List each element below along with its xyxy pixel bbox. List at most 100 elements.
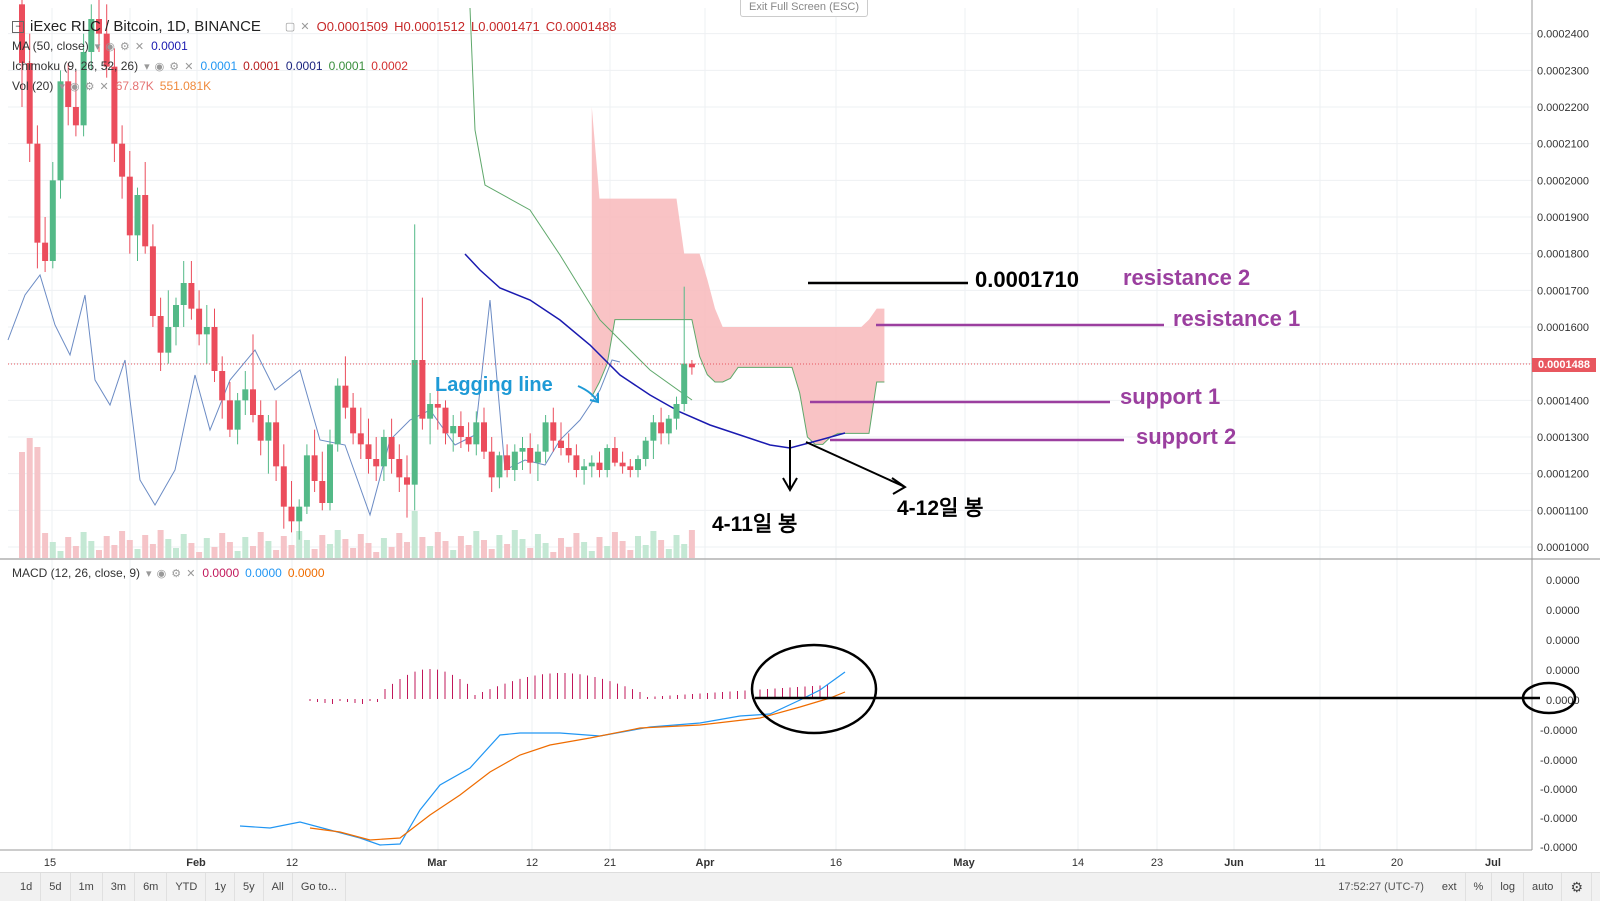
candle-body <box>149 246 156 316</box>
range-1y[interactable]: 1y <box>206 873 235 901</box>
macd-tick-label: -0.0000 <box>1540 842 1577 854</box>
macd-tick-label: 0.0000 <box>1546 575 1580 587</box>
macd-legend[interactable]: MACD (12, 26, close, 9) ▾ ◉ ⚙ ✕ 0.0000 0… <box>12 566 325 580</box>
vol-value-2: 551.081K <box>159 79 212 93</box>
range-1m[interactable]: 1m <box>71 873 103 901</box>
candle-body <box>296 506 303 522</box>
volume-bar <box>450 550 457 558</box>
volume-bar <box>65 537 72 558</box>
candle-body <box>650 422 657 441</box>
ma-legend[interactable]: MA (50, close) ▾ ◉ ⚙ ✕ 0.0001 <box>12 39 188 53</box>
time-tick-label: Jul <box>1485 857 1501 869</box>
clock: 17:52:27 (UTC-7) <box>1338 881 1424 893</box>
support2-annotation: support 2 <box>1136 424 1237 449</box>
macd-controls-icon[interactable]: ▾ ◉ ⚙ ✕ <box>146 567 197 580</box>
candle-body <box>473 422 480 445</box>
range-ytd[interactable]: YTD <box>167 873 207 901</box>
volume-bar <box>619 541 626 558</box>
candle-body <box>573 455 580 470</box>
range-6m[interactable]: 6m <box>135 873 168 901</box>
volume-bar <box>157 530 164 558</box>
candle-body <box>688 363 695 368</box>
candle-body <box>42 242 49 261</box>
volume-bar <box>250 546 256 558</box>
candle-body <box>588 462 595 467</box>
exit-fullscreen-button[interactable]: Exit Full Screen (ESC) <box>740 0 868 17</box>
volume-bar <box>319 535 326 558</box>
ichimoku-value-1: 0.0001 <box>200 59 238 73</box>
volume-bar <box>519 539 526 558</box>
time-tick-label: 15 <box>44 857 56 869</box>
candle-body <box>26 63 33 144</box>
volume-bar <box>134 549 141 558</box>
collapse-icon[interactable]: − <box>12 20 24 33</box>
candle-body <box>619 462 626 467</box>
auto-toggle[interactable]: auto <box>1524 873 1563 901</box>
price-tick-label: 0.0001700 <box>1537 285 1589 297</box>
time-tick-label: 20 <box>1391 857 1403 869</box>
goto-button[interactable]: Go to... <box>293 873 346 901</box>
range-1d[interactable]: 1d <box>12 873 42 901</box>
volume-bar <box>334 530 341 558</box>
macd-tick-label: 0.0000 <box>1546 695 1580 707</box>
volume-bar <box>80 532 87 558</box>
volume-bar <box>365 543 372 558</box>
range-all[interactable]: All <box>264 873 293 901</box>
macd-tick-label: -0.0000 <box>1540 755 1577 767</box>
volume-bar <box>88 541 95 558</box>
candle-body <box>119 143 126 177</box>
signal-line <box>309 691 846 841</box>
candle-body <box>250 389 256 415</box>
ichimoku-controls-icon[interactable]: ▾ ◉ ⚙ ✕ <box>144 60 195 73</box>
ohlc-open: O0.0001509 <box>316 19 389 34</box>
range-5d[interactable]: 5d <box>41 873 71 901</box>
macd-value-3: 0.0000 <box>287 566 325 580</box>
candle-body <box>126 176 133 236</box>
volume-bar <box>42 533 49 558</box>
vol-label: Vol (20) <box>12 79 54 93</box>
vol-controls-icon[interactable]: ▾ ◉ ⚙ ✕ <box>59 80 110 93</box>
volume-bar <box>488 549 495 558</box>
volume-bar <box>688 530 695 558</box>
volume-bar <box>511 530 518 558</box>
resistance2-annotation: resistance 2 <box>1123 265 1251 290</box>
candle-body <box>658 422 665 434</box>
price-tick-label: 0.0002200 <box>1537 102 1589 114</box>
gear-icon[interactable]: ⚙ <box>1562 873 1592 901</box>
candle-body <box>427 404 434 419</box>
log-toggle[interactable]: log <box>1492 873 1525 901</box>
candle-body <box>242 389 249 401</box>
candle-body <box>134 195 141 236</box>
range-3m[interactable]: 3m <box>103 873 136 901</box>
range-5y[interactable]: 5y <box>235 873 264 901</box>
zero-value-circle <box>1521 681 1577 715</box>
candle-body <box>65 81 72 107</box>
volume-bar <box>96 550 102 558</box>
vol-legend[interactable]: Vol (20) ▾ ◉ ⚙ ✕ 67.87K 551.081K <box>12 79 211 93</box>
candle-body <box>173 305 179 327</box>
macd-value-2: 0.0000 <box>245 566 282 580</box>
time-tick-label: 23 <box>1151 857 1163 869</box>
time-tick-label: Feb <box>186 857 206 869</box>
volume-bar <box>296 531 303 558</box>
settings-icon[interactable]: ▢ ✕ <box>284 21 311 33</box>
candle-4-11-annotation: 4-11일 봉 <box>712 513 798 536</box>
volume-bar <box>388 547 395 558</box>
chart-canvas[interactable]: 0.0002400 0.0002300 0.0002200 0.0002100 0.00… <box>0 0 1600 872</box>
candle-body <box>19 4 25 64</box>
ichimoku-legend[interactable]: Ichimoku (9, 26, 52, 26) ▾ ◉ ⚙ ✕ 0.0001 … <box>12 59 408 73</box>
volume-bar <box>257 532 264 558</box>
volume-bar <box>342 539 349 558</box>
volume-bar <box>442 541 449 558</box>
kijun-line <box>469 7 693 401</box>
candle-body <box>450 426 457 434</box>
price-tick-label: 0.0001000 <box>1537 542 1589 554</box>
volume-bar <box>350 548 357 558</box>
volume-bar <box>465 545 472 558</box>
time-tick-label: 21 <box>604 857 616 869</box>
candle-body <box>511 451 518 470</box>
ext-toggle[interactable]: ext <box>1434 873 1466 901</box>
ma-label: MA (50, close) <box>12 39 89 53</box>
ma-controls-icon[interactable]: ▾ ◉ ⚙ ✕ <box>94 40 146 53</box>
percent-toggle[interactable]: % <box>1466 873 1493 901</box>
